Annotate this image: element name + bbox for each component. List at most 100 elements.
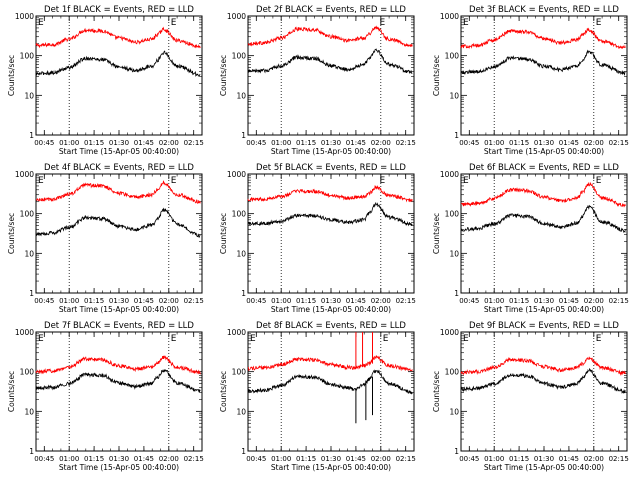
y-tick-label: 100	[445, 52, 460, 61]
lld-series-line	[35, 355, 201, 375]
y-tick-label: 1000	[15, 328, 34, 337]
y-axis-label: Counts/sec	[7, 371, 16, 412]
y-tick-label: 100	[232, 210, 247, 219]
plot-frame	[35, 173, 203, 294]
x-tick-label: 02:15	[184, 297, 204, 305]
x-tick-label: 01:30	[109, 139, 129, 147]
y-tick-label: 10	[24, 407, 34, 416]
plot-frame	[35, 331, 203, 452]
plot-frame	[247, 15, 415, 136]
y-tick-label: 10	[236, 407, 246, 416]
y-tick-label: 100	[232, 52, 247, 61]
panel-title: Det 9f BLACK = Events, RED = LLD	[469, 321, 619, 331]
plot-frame	[247, 173, 415, 294]
marker-label: E	[171, 334, 177, 344]
plot-frame	[35, 15, 203, 136]
detector-panel: Det 2f BLACK = Events, RED = LLD 1 10 100 10…	[219, 5, 416, 156]
x-tick-label: 00:45	[459, 139, 479, 147]
detector-panel: Det 7f BLACK = Events, RED = LLD 1 10 100 10…	[7, 321, 204, 472]
x-tick-label: 01:30	[534, 297, 554, 305]
events-series-line	[36, 50, 201, 77]
events-series-line	[247, 201, 413, 227]
x-tick-label: 00:45	[459, 455, 479, 463]
y-tick-label: 1000	[440, 170, 459, 179]
y-tick-label: 100	[445, 368, 460, 377]
y-tick-label: 10	[24, 91, 34, 100]
y-tick-label: 10	[449, 407, 459, 416]
y-tick-label: 1	[29, 447, 34, 456]
x-tick-label: 01:00	[59, 139, 79, 147]
x-tick-label: 02:00	[159, 139, 179, 147]
marker-label: E	[38, 176, 44, 186]
x-tick-label: 01:00	[484, 455, 504, 463]
y-tick-label: 1	[29, 131, 34, 140]
lld-series-line	[460, 356, 626, 377]
x-tick-label: 01:00	[484, 139, 504, 147]
y-tick-label: 10	[24, 249, 34, 258]
x-tick-label: 01:15	[84, 297, 104, 305]
x-tick-label: 01:15	[296, 297, 316, 305]
x-tick-label: 01:45	[346, 297, 366, 305]
x-tick-label: 01:15	[509, 297, 529, 305]
x-axis-label: Start Time (15-Apr-05 00:40:00)	[271, 147, 391, 156]
detector-panel: Det 8f BLACK = Events, RED = LLD 1 10 100 10…	[219, 321, 416, 472]
y-tick-label: 1	[454, 131, 459, 140]
x-tick-label: 01:30	[109, 297, 129, 305]
y-tick-label: 1000	[440, 328, 459, 337]
panel-title: Det 7f BLACK = Events, RED = LLD	[44, 321, 194, 331]
y-axis-label: Counts/sec	[7, 55, 16, 96]
y-tick-label: 1	[454, 289, 459, 298]
y-axis-label: Counts/sec	[432, 371, 441, 412]
y-tick-label: 1000	[15, 170, 34, 179]
x-tick-label: 00:45	[246, 297, 266, 305]
x-tick-label: 01:45	[346, 455, 366, 463]
x-tick-label: 02:15	[609, 139, 629, 147]
panel-title: Det 5f BLACK = Events, RED = LLD	[256, 163, 406, 173]
marker-label: E	[379, 176, 385, 186]
y-tick-label: 1	[241, 447, 246, 456]
panel-title: Det 1f BLACK = Events, RED = LLD	[44, 5, 194, 15]
y-axis-label: Counts/sec	[219, 371, 228, 412]
lld-series-line	[247, 184, 413, 203]
x-tick-label: 01:00	[271, 139, 291, 147]
x-tick-label: 01:00	[484, 297, 504, 305]
y-tick-label: 100	[20, 368, 35, 377]
y-axis-label: Counts/sec	[219, 55, 228, 96]
detector-panel: Det 6f BLACK = Events, RED = LLD 1 10 100 10…	[432, 163, 629, 314]
x-tick-label: 01:15	[84, 139, 104, 147]
x-tick-label: 02:00	[371, 297, 391, 305]
y-tick-label: 1000	[227, 328, 246, 337]
x-tick-label: 02:15	[396, 297, 416, 305]
x-tick-label: 01:15	[84, 455, 104, 463]
y-tick-label: 1	[454, 447, 459, 456]
panel-title: Det 2f BLACK = Events, RED = LLD	[256, 5, 406, 15]
y-tick-label: 1	[29, 289, 34, 298]
plot-frame	[460, 173, 628, 294]
x-axis-label: Start Time (15-Apr-05 00:40:00)	[59, 147, 179, 156]
marker-label: E	[171, 18, 177, 28]
y-tick-label: 100	[445, 210, 460, 219]
x-tick-label: 00:45	[246, 139, 266, 147]
panel-title: Det 8f BLACK = Events, RED = LLD	[256, 321, 406, 331]
detector-panel: Det 9f BLACK = Events, RED = LLD 1 10 100 10…	[432, 321, 629, 472]
x-tick-label: 01:45	[134, 455, 154, 463]
x-tick-label: 01:30	[321, 455, 341, 463]
x-tick-label: 01:30	[109, 455, 129, 463]
y-axis-label: Counts/sec	[7, 213, 16, 254]
y-tick-label: 10	[236, 91, 246, 100]
x-axis-label: Start Time (15-Apr-05 00:40:00)	[59, 305, 179, 314]
y-axis-label: Counts/sec	[219, 213, 228, 254]
events-series-line	[247, 48, 413, 75]
x-tick-label: 02:15	[396, 455, 416, 463]
x-tick-label: 02:15	[184, 139, 204, 147]
x-axis-label: Start Time (15-Apr-05 00:40:00)	[271, 305, 391, 314]
y-tick-label: 100	[20, 52, 35, 61]
x-axis-label: Start Time (15-Apr-05 00:40:00)	[59, 463, 179, 472]
x-tick-label: 00:45	[246, 455, 266, 463]
x-axis-label: Start Time (15-Apr-05 00:40:00)	[484, 463, 604, 472]
marker-label: E	[596, 334, 602, 344]
marker-label: E	[463, 176, 469, 186]
x-tick-label: 01:15	[509, 139, 529, 147]
x-tick-label: 02:00	[584, 455, 604, 463]
x-tick-label: 01:45	[559, 139, 579, 147]
